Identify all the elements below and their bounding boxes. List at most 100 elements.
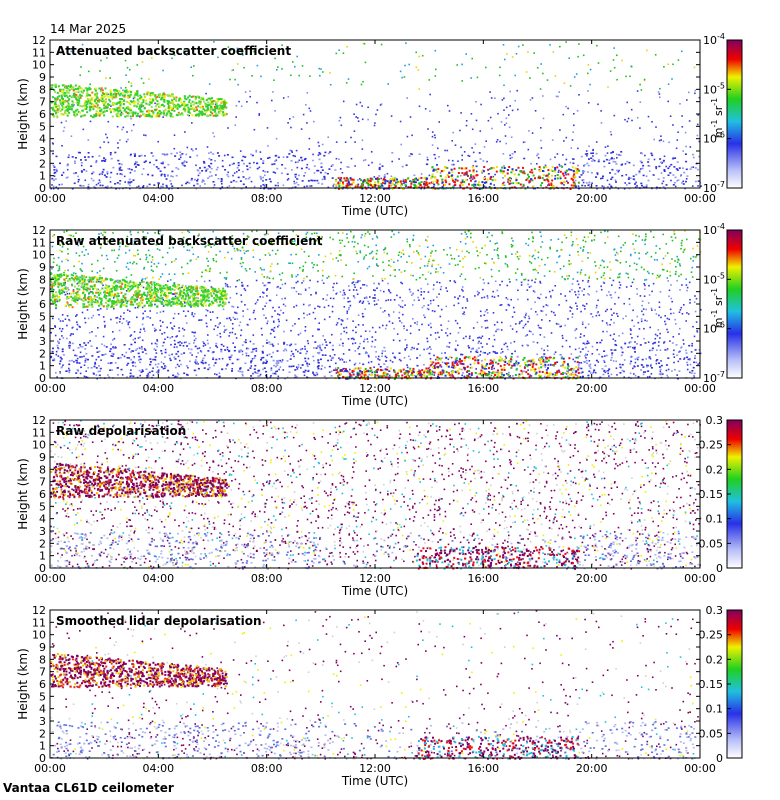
- boundary-cell: [210, 167, 213, 170]
- noise-cell: [52, 235, 54, 238]
- noise-cell: [571, 316, 574, 318]
- noise-cell: [338, 357, 340, 359]
- noise-cell: [616, 78, 618, 81]
- low-cloud-cell: [470, 179, 472, 182]
- noise-cell: [548, 320, 551, 322]
- noise-cell: [497, 257, 500, 260]
- noise-cell: [525, 71, 528, 73]
- boundary-cell: [276, 167, 279, 170]
- noise-cell: [666, 328, 668, 331]
- cloud-cell: [205, 103, 208, 106]
- noise-cell: [127, 322, 130, 324]
- noise-cell: [302, 303, 305, 306]
- boundary-cell: [214, 160, 216, 162]
- noise-cell: [236, 358, 239, 361]
- noise-cell: [529, 77, 531, 79]
- cloud-cell: [104, 95, 107, 98]
- noise-cell: [547, 184, 549, 187]
- noise-cell: [675, 147, 678, 150]
- noise-cell: [415, 66, 418, 69]
- cloud-cell: [166, 99, 169, 102]
- noise-cell: [511, 246, 513, 248]
- boundary-cell: [115, 187, 118, 190]
- boundary-cell: [274, 160, 277, 162]
- noise-cell: [204, 246, 206, 248]
- noise-cell: [144, 330, 146, 332]
- low-cloud-cell: [522, 183, 525, 186]
- noise-cell: [234, 318, 236, 320]
- noise-cell: [253, 348, 255, 350]
- boundary-cell: [674, 157, 677, 159]
- cloud-cell: [54, 86, 57, 88]
- noise-cell: [501, 99, 504, 101]
- cloud-cell: [126, 91, 129, 94]
- noise-cell: [668, 165, 671, 168]
- cloud-cell: [199, 111, 202, 113]
- noise-cell: [192, 74, 194, 77]
- noise-cell: [102, 267, 105, 270]
- noise-cell: [363, 340, 365, 343]
- noise-cell: [658, 93, 661, 95]
- noise-cell: [184, 242, 186, 245]
- noise-cell: [683, 304, 685, 306]
- noise-cell: [630, 285, 632, 287]
- noise-cell: [635, 240, 637, 242]
- noise-cell: [271, 343, 274, 346]
- low-cloud-cell: [423, 177, 426, 179]
- cloud-cell: [121, 94, 124, 97]
- noise-cell: [105, 77, 107, 79]
- cloud-cell: [195, 106, 198, 109]
- low-cloud-cell: [378, 185, 381, 188]
- boundary-cell: [162, 153, 165, 155]
- low-cloud-cell: [574, 185, 577, 188]
- noise-cell: [137, 231, 139, 234]
- cloud-cell: [114, 94, 117, 97]
- noise-cell: [398, 304, 400, 306]
- cloud-cell: [123, 94, 126, 97]
- cloud-cell: [60, 97, 63, 100]
- noise-cell: [112, 297, 115, 299]
- boundary-cell: [170, 152, 173, 155]
- cloud-cell: [80, 87, 83, 90]
- boundary-cell: [190, 179, 193, 181]
- boundary-cell: [640, 152, 643, 155]
- noise-cell: [670, 297, 673, 300]
- boundary-cell: [93, 185, 96, 188]
- noise-cell: [329, 355, 331, 357]
- noise-cell: [322, 335, 324, 337]
- noise-cell: [453, 258, 456, 260]
- noise-cell: [563, 82, 566, 85]
- noise-cell: [517, 289, 519, 292]
- cloud-cell: [132, 113, 135, 116]
- cloud-cell: [172, 102, 175, 105]
- noise-cell: [294, 161, 297, 164]
- low-cloud-cell: [511, 169, 514, 172]
- boundary-cell: [647, 179, 650, 182]
- noise-cell: [303, 175, 305, 177]
- noise-cell: [494, 280, 497, 283]
- cloud-cell: [193, 102, 196, 104]
- noise-cell: [57, 355, 60, 357]
- noise-cell: [484, 310, 487, 313]
- boundary-cell: [655, 186, 658, 189]
- boundary-cell: [318, 158, 321, 161]
- noise-cell: [193, 65, 195, 67]
- cloud-cell: [156, 100, 159, 102]
- noise-cell: [475, 101, 477, 103]
- noise-cell: [398, 358, 401, 361]
- y-tick-label: 1: [39, 170, 46, 183]
- noise-cell: [407, 371, 409, 374]
- colorbar-tick-label: 10-6: [703, 131, 725, 146]
- low-cloud-cell: [554, 168, 557, 171]
- cloud-cell: [161, 95, 164, 98]
- cloud-cell: [87, 100, 90, 103]
- boundary-cell: [487, 173, 490, 175]
- noise-cell: [581, 323, 584, 325]
- boundary-cell: [87, 186, 90, 188]
- noise-cell: [447, 362, 450, 364]
- noise-cell: [502, 44, 505, 46]
- cloud-cell: [101, 94, 104, 97]
- noise-cell: [438, 293, 440, 295]
- noise-cell: [114, 362, 117, 364]
- noise-cell: [508, 304, 511, 307]
